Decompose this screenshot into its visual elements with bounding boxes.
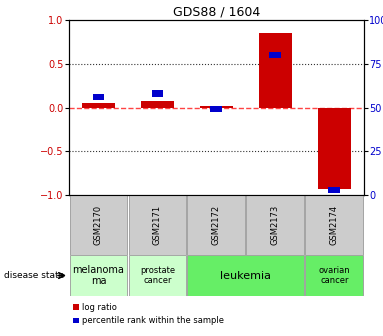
Text: GSM2172: GSM2172	[212, 205, 221, 245]
Text: melanoma
ma: melanoma ma	[72, 265, 124, 286]
Bar	[318, 108, 350, 189]
Bar	[141, 101, 173, 108]
Bar	[211, 106, 222, 112]
Bar	[329, 186, 340, 193]
Bar	[129, 195, 186, 255]
Bar	[70, 255, 127, 296]
Text: GSM2170: GSM2170	[94, 205, 103, 245]
Bar	[306, 255, 363, 296]
Text: disease state: disease state	[4, 271, 64, 280]
Text: ovarian
cancer: ovarian cancer	[319, 266, 350, 285]
Bar	[70, 195, 127, 255]
Bar	[129, 255, 186, 296]
Bar	[93, 94, 104, 100]
Title: GDS88 / 1604: GDS88 / 1604	[173, 6, 260, 19]
Bar	[270, 52, 281, 58]
Bar	[188, 255, 304, 296]
Text: GSM2174: GSM2174	[330, 205, 339, 245]
Bar	[259, 33, 291, 108]
Legend: log ratio, percentile rank within the sample: log ratio, percentile rank within the sa…	[73, 303, 224, 325]
Bar	[306, 195, 363, 255]
Bar	[200, 106, 232, 108]
Bar	[188, 195, 245, 255]
Text: GSM2171: GSM2171	[153, 205, 162, 245]
Bar	[247, 195, 304, 255]
Text: leukemia: leukemia	[220, 270, 272, 281]
Text: prostate
cancer: prostate cancer	[140, 266, 175, 285]
Bar	[82, 103, 115, 108]
Bar	[152, 90, 163, 97]
Text: GSM2173: GSM2173	[271, 205, 280, 245]
